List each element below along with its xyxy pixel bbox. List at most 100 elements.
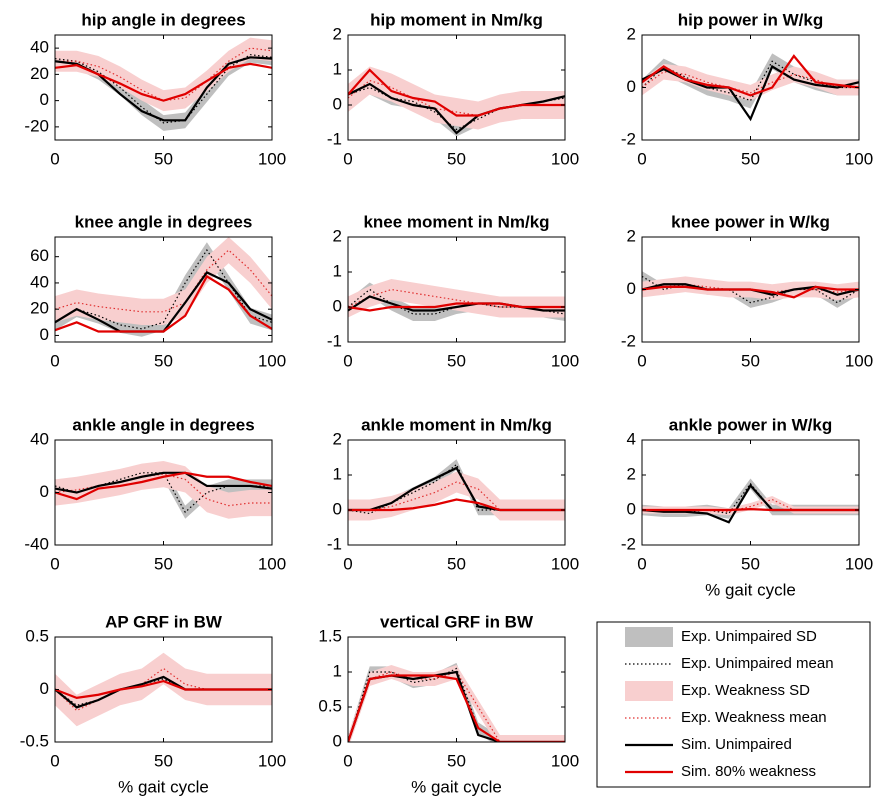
y-tick-label: 0	[333, 94, 342, 113]
x-tick-label: 100	[258, 554, 286, 573]
y-tick-label: 0.5	[25, 626, 49, 645]
legend-label: Sim. 80% weakness	[681, 763, 816, 780]
x-tick-label: 0	[343, 351, 352, 370]
panel-title: hip power in W/kg	[678, 10, 823, 29]
x-tick-label: 100	[845, 351, 873, 370]
y-tick-label: 0	[40, 325, 49, 344]
line	[348, 68, 565, 117]
x-tick-label: 0	[637, 149, 646, 168]
y-tick-label: -2	[621, 534, 636, 553]
y-tick-label: 0	[40, 679, 49, 698]
legend-swatch	[625, 681, 673, 701]
x-tick-label: 0	[343, 751, 352, 770]
sd-band	[55, 652, 272, 727]
y-tick-label: 1	[333, 261, 342, 280]
y-tick-label: 40	[30, 272, 49, 291]
y-tick-label: 2	[627, 24, 636, 43]
sd-band	[348, 66, 565, 130]
plot-area	[55, 237, 272, 337]
y-tick-label: 0	[627, 279, 636, 298]
y-tick-label: 40	[30, 429, 49, 448]
panel-title: knee power in W/kg	[671, 212, 830, 231]
y-tick-label: 1	[333, 59, 342, 78]
x-tick-label: 100	[258, 351, 286, 370]
panel: 0 20 40 60 0 50 100 knee angle in degrees	[30, 212, 286, 370]
y-tick-label: 1	[333, 661, 342, 680]
y-tick-label: -1	[327, 534, 342, 553]
line	[348, 498, 565, 512]
line	[55, 62, 272, 102]
legend-label: Exp. Weakness SD	[681, 682, 810, 699]
line	[642, 508, 859, 512]
line	[55, 249, 272, 313]
plot-area	[348, 66, 565, 137]
x-tick-label: 100	[551, 149, 579, 168]
y-tick-label: 0	[333, 731, 342, 750]
x-tick-label: 0	[50, 351, 59, 370]
line	[55, 274, 272, 333]
line	[348, 288, 565, 308]
x-tick-label: 50	[741, 149, 760, 168]
line	[55, 54, 272, 124]
sd-band	[55, 461, 272, 519]
panel-title: knee angle in degrees	[75, 212, 253, 231]
line	[348, 288, 565, 315]
y-tick-label: 0	[333, 499, 342, 518]
line	[55, 471, 272, 501]
plot-area	[55, 461, 272, 519]
line	[55, 47, 272, 102]
x-tick-label: 100	[551, 554, 579, 573]
line	[348, 674, 565, 742]
panel-title: knee moment in Nm/kg	[363, 212, 549, 231]
line	[348, 295, 565, 312]
panel-title: hip moment in Nm/kg	[370, 10, 543, 29]
y-tick-label: 2	[333, 226, 342, 245]
y-tick-label: 1.5	[318, 626, 342, 645]
legend-label: Exp. Unimpaired SD	[681, 628, 817, 645]
x-tick-label: 100	[551, 751, 579, 770]
y-tick-label: -20	[24, 116, 49, 135]
y-tick-label: -2	[621, 331, 636, 350]
axes-frame	[347, 636, 566, 743]
y-tick-label: 4	[627, 429, 636, 448]
panel-title: ankle power in W/kg	[669, 415, 832, 434]
x-axis-label: % gait cycle	[411, 777, 502, 796]
panel: 0 0.5 1 1.5 0 50 100 vertical GRF in BW % gait c…	[318, 612, 579, 796]
plot-area	[55, 37, 272, 131]
x-tick-label: 100	[258, 149, 286, 168]
line	[348, 79, 565, 117]
sd-band	[348, 471, 565, 521]
panel-title: AP GRF in BW	[105, 612, 223, 631]
sd-band	[642, 63, 859, 101]
line	[55, 249, 272, 330]
plot-area	[348, 279, 565, 321]
x-tick-label: 100	[551, 351, 579, 370]
y-tick-label: 0	[627, 499, 636, 518]
x-tick-label: 100	[845, 554, 873, 573]
x-tick-label: 0	[50, 751, 59, 770]
line	[348, 82, 565, 135]
y-tick-label: 2	[333, 24, 342, 43]
x-tick-label: 0	[50, 554, 59, 573]
y-tick-label: -40	[24, 534, 49, 553]
legend-label: Exp. Unimpaired mean	[681, 655, 834, 672]
line	[55, 471, 272, 494]
plot-area	[642, 271, 859, 308]
x-axis-label: % gait cycle	[118, 777, 209, 796]
line	[348, 86, 565, 131]
plot-area	[348, 662, 565, 742]
line	[348, 481, 565, 511]
x-tick-label: 100	[258, 751, 286, 770]
x-tick-label: 50	[447, 751, 466, 770]
y-tick-label: 0	[333, 296, 342, 315]
x-tick-label: 50	[447, 149, 466, 168]
legend-label: Sim. Unimpaired	[681, 736, 792, 753]
x-tick-label: 50	[447, 351, 466, 370]
